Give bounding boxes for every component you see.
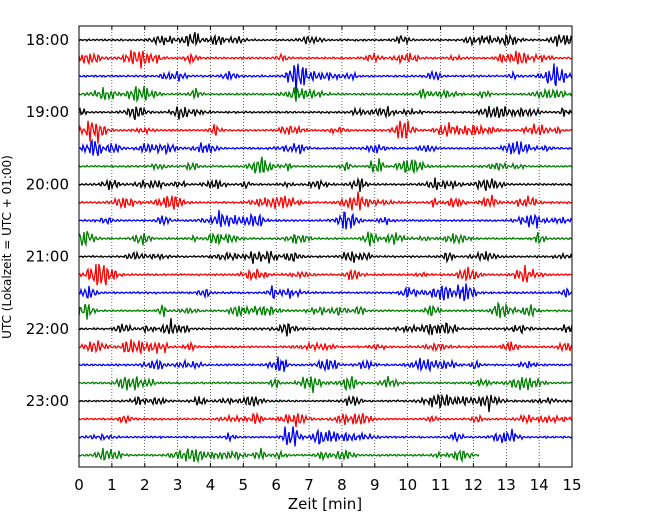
- seismic-trace: [78, 339, 573, 356]
- y-tick-label: 22:00: [26, 320, 69, 338]
- seismic-trace: [78, 301, 573, 320]
- seismic-trace: [78, 156, 573, 175]
- seismic-trace: [78, 356, 573, 373]
- seismic-trace: [78, 318, 573, 337]
- seismic-trace: [78, 411, 573, 428]
- x-tick-label: 8: [337, 476, 347, 494]
- x-tick-label: 0: [74, 476, 84, 494]
- x-tick-label: 15: [562, 476, 581, 494]
- x-tick-label: 4: [206, 476, 216, 494]
- y-axis-ticks: 18:00 19:00 20:00 21:00 22:00 23:00: [26, 31, 572, 410]
- x-tick-label: 1: [107, 476, 117, 494]
- seismic-trace: [78, 191, 573, 211]
- y-tick-label: 19:00: [26, 103, 69, 121]
- seismic-trace: [78, 231, 573, 248]
- seismic-trace: [78, 50, 573, 69]
- seismic-trace: [78, 105, 573, 120]
- x-tick-label: 5: [239, 476, 249, 494]
- x-tick-label: 13: [497, 476, 516, 494]
- y-tick-label: 21:00: [26, 248, 69, 266]
- y-tick-label: 20:00: [26, 175, 69, 193]
- seismic-trace: [78, 250, 573, 264]
- x-tick-label: 12: [464, 476, 483, 494]
- y-tick-label: 18:00: [26, 31, 69, 49]
- seismic-trace: [78, 393, 573, 413]
- seismic-trace: [78, 138, 573, 157]
- x-tick-label: 7: [304, 476, 314, 494]
- seismic-trace: [78, 31, 573, 48]
- seismic-trace: [78, 176, 573, 193]
- plot-frame: [78, 25, 573, 468]
- x-tick-label: 3: [173, 476, 183, 494]
- x-axis-ticks: 0 1 2 3 4 5 6 7 8 9 10 11 12 13 14 15: [74, 26, 582, 494]
- seismic-trace: [78, 447, 480, 464]
- trace-lines: [78, 31, 573, 464]
- seismic-trace: [78, 63, 573, 94]
- x-tick-label: 6: [271, 476, 281, 494]
- seismic-trace: [78, 120, 573, 144]
- x-tick-label: 11: [431, 476, 450, 494]
- seismic-trace: [78, 376, 573, 394]
- seismic-trace: [78, 263, 573, 286]
- x-tick-label: 9: [370, 476, 380, 494]
- seismic-trace: [78, 426, 573, 447]
- y-axis-label: UTC (Lokalzeit = UTC + 01:00): [0, 155, 14, 339]
- x-tick-label: 10: [398, 476, 417, 494]
- seismic-trace: [78, 86, 573, 104]
- x-axis-label: Zeit [min]: [288, 495, 362, 513]
- seismic-trace: [78, 209, 573, 230]
- x-tick-label: 14: [530, 476, 549, 494]
- x-tick-label: 2: [140, 476, 150, 494]
- y-tick-label: 23:00: [26, 392, 69, 410]
- seismic-trace: [78, 283, 573, 302]
